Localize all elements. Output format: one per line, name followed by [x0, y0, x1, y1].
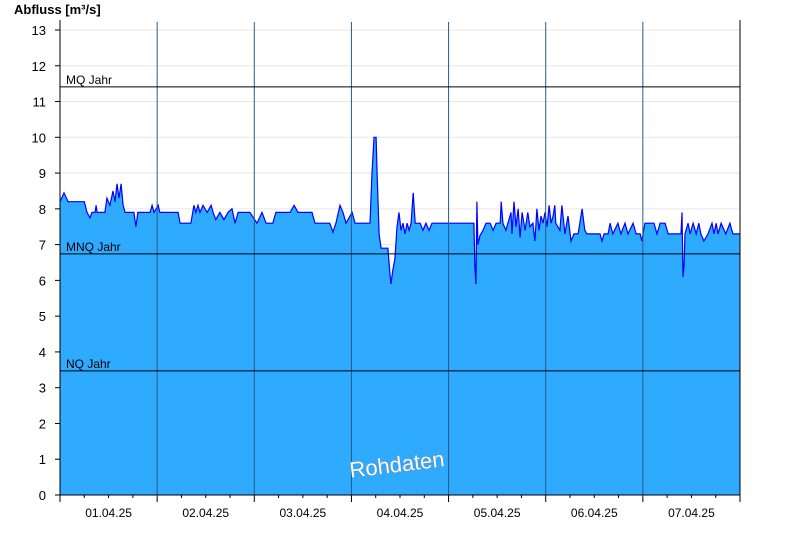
y-tick-label: 12 [32, 59, 46, 74]
y-tick-label: 3 [39, 381, 46, 396]
y-tick-label: 10 [32, 130, 46, 145]
y-tick-label: 7 [39, 238, 46, 253]
y-tick-label: 5 [39, 309, 46, 324]
reference-line-label: NQ Jahr [66, 357, 111, 371]
y-tick-label: 2 [39, 416, 46, 431]
x-tick-label: 05.04.25 [474, 506, 521, 520]
x-tick-label: 01.04.25 [85, 506, 132, 520]
discharge-line [59, 136, 740, 285]
y-tick-label: 8 [39, 202, 46, 217]
x-tick-label: 07.04.25 [668, 506, 715, 520]
x-tick-label: 04.04.25 [377, 506, 424, 520]
y-tick-label: 11 [33, 95, 47, 110]
y-tick-label: 6 [39, 273, 46, 288]
y-tick-label: 13 [32, 23, 46, 38]
y-tick-label: 0 [39, 488, 46, 503]
reference-line-label: MNQ Jahr [66, 240, 121, 254]
x-tick-label: 06.04.25 [571, 506, 618, 520]
reference-line-label: MQ Jahr [66, 73, 112, 87]
x-tick-label: 02.04.25 [182, 506, 229, 520]
x-tick-label: 03.04.25 [279, 506, 326, 520]
discharge-area [60, 137, 740, 496]
y-tick-label: 9 [39, 166, 46, 181]
y-tick-label: 4 [39, 345, 46, 360]
y-tick-label: 1 [39, 452, 46, 467]
y-axis-label: Abfluss [m³/s] [14, 2, 101, 17]
